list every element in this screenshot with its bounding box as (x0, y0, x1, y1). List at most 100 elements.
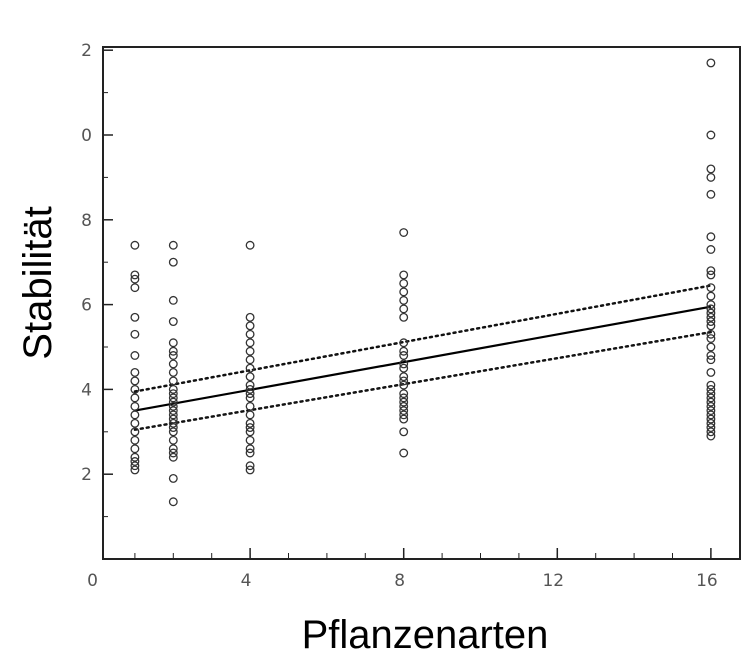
x-tick-label: 12 (542, 571, 564, 591)
data-point (130, 401, 140, 411)
data-point (245, 418, 255, 428)
data-point (130, 329, 140, 339)
data-point (399, 359, 409, 369)
data-point (706, 427, 716, 437)
data-point (706, 380, 716, 390)
data-point (168, 473, 178, 483)
x-axis: 0 4 8 12 16 (87, 548, 718, 591)
data-point (245, 393, 255, 403)
data-point (399, 397, 409, 407)
data-point (168, 406, 178, 416)
data-point (399, 389, 409, 399)
data-point (706, 397, 716, 407)
x-tick-label: 8 (394, 571, 405, 591)
regression-line (134, 305, 712, 412)
data-point (399, 295, 409, 305)
data-point (399, 410, 409, 420)
data-point (168, 367, 178, 377)
data-point (168, 397, 178, 407)
data-points (130, 58, 716, 507)
data-point (706, 283, 716, 293)
data-point (706, 308, 716, 318)
data-point (706, 245, 716, 254)
x-tick-label: 16 (696, 571, 718, 591)
data-point (706, 270, 716, 280)
data-point (130, 240, 140, 250)
data-point (168, 452, 178, 462)
data-point (706, 406, 716, 416)
data-point (399, 270, 409, 280)
data-point (399, 376, 409, 386)
data-point (130, 457, 140, 466)
data-point (399, 363, 409, 373)
data-point (130, 376, 140, 386)
data-point (168, 346, 178, 356)
data-point (706, 401, 716, 411)
data-point (245, 389, 255, 399)
data-point (130, 444, 140, 454)
regression-line-group (134, 305, 712, 412)
data-point (168, 410, 178, 420)
confidence-band-line (133, 330, 713, 431)
x-tick-label: 0 (87, 571, 98, 591)
data-point (706, 164, 716, 174)
data-point (706, 312, 716, 322)
data-point (706, 334, 716, 343)
data-point (168, 414, 178, 424)
data-point (245, 329, 255, 339)
data-point (706, 414, 716, 424)
data-point (706, 232, 716, 242)
data-point (130, 274, 140, 284)
data-point (399, 338, 409, 348)
data-point (168, 257, 178, 267)
x-tick-label: 4 (241, 571, 252, 591)
data-point (168, 401, 178, 411)
data-point (245, 465, 255, 475)
data-point (706, 351, 716, 360)
data-point (168, 497, 178, 507)
x-axis-title: Pflanzenarten (302, 613, 549, 657)
data-point (130, 283, 140, 293)
data-point (168, 423, 178, 433)
data-point (130, 435, 140, 445)
data-point (706, 300, 716, 310)
data-point (130, 270, 140, 280)
data-point (245, 461, 255, 471)
data-point (399, 228, 409, 237)
data-point (399, 351, 409, 360)
data-point (245, 427, 255, 437)
y-tick-label: 2 (81, 465, 92, 485)
data-point (706, 393, 716, 403)
data-point (706, 58, 716, 68)
data-point (706, 172, 716, 182)
data-point (130, 427, 140, 437)
data-point (245, 363, 255, 373)
data-point (706, 384, 716, 394)
y-tick-label: 0 (81, 126, 92, 146)
y-tick-label: 2 (81, 41, 92, 61)
data-point (245, 312, 255, 322)
y-tick-label: 8 (81, 211, 92, 231)
data-point (706, 431, 716, 441)
data-point (245, 435, 255, 445)
data-point (130, 367, 140, 377)
data-point (245, 423, 255, 433)
data-point (706, 130, 716, 140)
data-point (168, 389, 178, 399)
data-point (399, 372, 409, 382)
data-point (399, 448, 409, 458)
data-point (130, 452, 140, 462)
data-point (706, 189, 716, 199)
data-point (245, 240, 255, 250)
data-point (399, 380, 409, 390)
data-point (706, 342, 716, 352)
data-point (168, 376, 178, 386)
data-point (245, 346, 255, 356)
data-point (245, 384, 255, 394)
data-point (706, 321, 716, 331)
data-point (245, 444, 255, 454)
data-point (399, 278, 409, 288)
data-point (706, 304, 716, 314)
data-point (245, 338, 255, 348)
